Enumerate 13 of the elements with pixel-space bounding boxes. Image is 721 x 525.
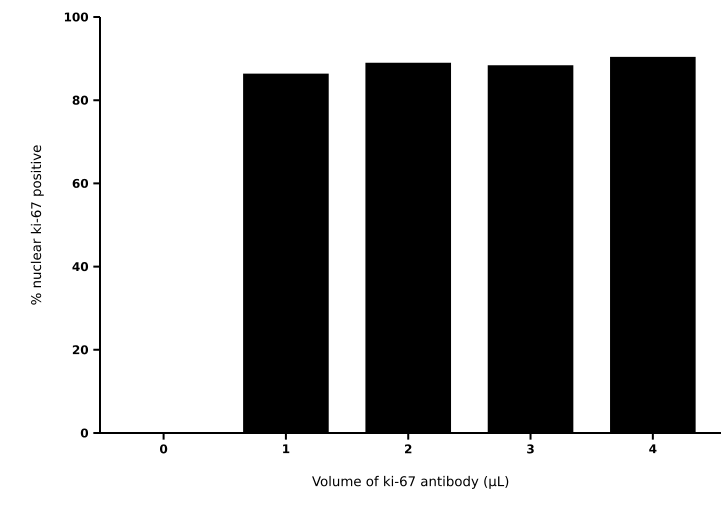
y-tick-label: 60: [72, 178, 88, 188]
x-axis-title: Volume of ki-67 antibody (µL): [312, 476, 508, 489]
x-tick-label: 0: [160, 444, 168, 454]
y-tick-label: 20: [72, 345, 88, 354]
x-tick-label: 3: [527, 444, 534, 454]
y-tick-label: 0: [80, 428, 88, 438]
y-axis-title: % nuclear ki-67 positive: [30, 145, 44, 305]
y-tick-label: 80: [72, 96, 88, 105]
y-tick-label: 100: [64, 12, 88, 22]
x-tick-label: 1: [283, 444, 290, 454]
x-tick-label: 2: [404, 444, 412, 454]
x-tick-label: 4: [649, 444, 656, 454]
y-tick-label: 40: [72, 262, 88, 272]
